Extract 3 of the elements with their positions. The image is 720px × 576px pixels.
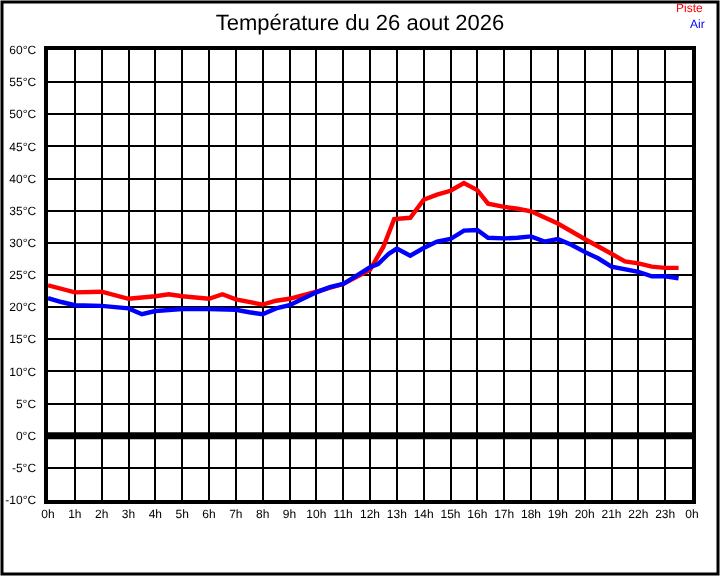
line-series: [48, 227, 681, 317]
line-series: [48, 180, 681, 307]
chart-title: Température du 26 aout 2026: [215, 11, 505, 36]
